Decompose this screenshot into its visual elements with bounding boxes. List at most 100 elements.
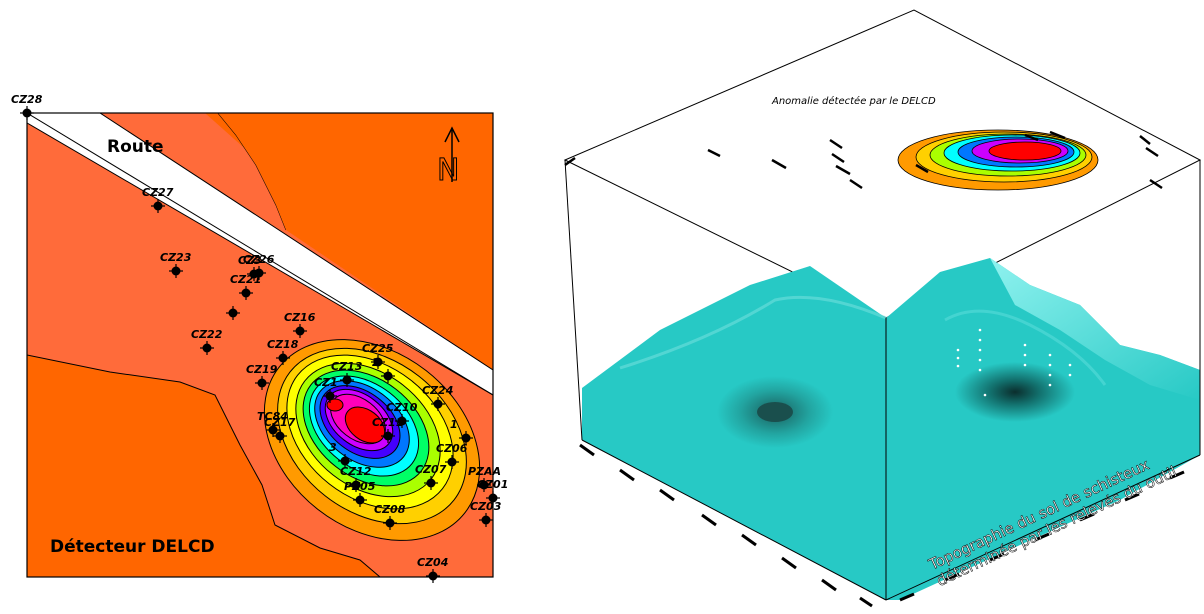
survey-point: CZ23 (160, 251, 192, 278)
survey-point-label: CZ08 (374, 503, 406, 516)
survey-point: CZ3 (238, 254, 262, 281)
survey-point: CZ1 (314, 376, 338, 403)
top-title: Anomalie détectée par le DELCD (771, 95, 936, 107)
survey-point-label: CZ23 (160, 251, 192, 264)
survey-point: CZ19 (246, 363, 278, 390)
survey-point: CZ25 (362, 342, 394, 369)
survey-point-marker (355, 495, 365, 505)
survey-point-label: CZ18 (267, 338, 299, 351)
survey-point-label: CZ25 (362, 342, 394, 355)
survey-point: CZ22 (191, 328, 223, 355)
road-label: Route (107, 137, 164, 157)
survey-point-marker (383, 431, 393, 441)
survey-point: CZ10 (386, 401, 418, 428)
probe-dots (956, 328, 1072, 397)
survey-point-label: CZ10 (386, 401, 418, 414)
terrain-depression-1-core (757, 402, 793, 422)
survey-point-marker (373, 357, 383, 367)
plan-view-svg: Route Détecteur DELCD N CZ28 CZ27 CZ23 CZ26… (11, 93, 508, 583)
survey-point-label: CZ16 (284, 311, 316, 324)
survey-point: CZ01 (477, 478, 508, 505)
survey-point-label: CZ19 (246, 363, 278, 376)
survey-point: 3 (329, 441, 352, 468)
survey-point-marker (479, 480, 489, 490)
survey-point-label: PZAA (468, 465, 501, 478)
zone-dark-southwest (27, 354, 381, 577)
survey-point-marker (257, 378, 267, 388)
survey-point-label: TC84 (257, 410, 288, 423)
survey-point: CZ21 (230, 273, 261, 300)
survey-point-marker (385, 518, 395, 528)
survey-point-marker (241, 288, 251, 298)
survey-point-marker (325, 391, 335, 401)
survey-point-label: CZ03 (470, 500, 502, 513)
survey-point-label: CZ11 (372, 416, 403, 429)
survey-point-marker (383, 371, 393, 381)
north-arrow-icon: N (437, 126, 460, 189)
survey-point-label: CZ07 (415, 463, 447, 476)
survey-point: CZ11 (372, 416, 403, 443)
survey-point: 2 (372, 356, 395, 383)
survey-point: CZ07 (415, 463, 447, 490)
survey-point-marker (481, 515, 491, 525)
survey-point-marker (433, 399, 443, 409)
survey-point-marker (397, 416, 407, 426)
top-anomaly-map (897, 129, 1099, 191)
survey-point-label: CZ21 (230, 273, 261, 286)
survey-point: CZ04 (417, 556, 448, 583)
survey-point-marker (153, 201, 163, 211)
survey-point-label: CZ17 (264, 416, 296, 429)
survey-point-marker (461, 433, 471, 443)
survey-point-marker (202, 343, 212, 353)
survey-point-label: CZ3 (238, 254, 262, 267)
survey-point: CZ12 (340, 465, 372, 492)
survey-point-marker (351, 480, 361, 490)
road-edge-south (27, 113, 493, 396)
survey-point: CZ16 (284, 311, 316, 338)
survey-point: CZ13 (331, 360, 363, 387)
survey-point: TC84 (257, 410, 288, 437)
survey-point-label: CZ26 (243, 253, 275, 266)
survey-point-label: CZ22 (191, 328, 223, 341)
survey-point-marker (295, 326, 305, 336)
survey-point: CZ06 (436, 442, 468, 469)
axis-ticks-right (899, 470, 1185, 602)
survey-point: CZ03 (470, 500, 502, 527)
survey-point-label: 2 (372, 356, 380, 369)
survey-point-marker (447, 457, 457, 467)
terrain-anomaly-pit (955, 362, 1075, 422)
box-bottom-right-edge (885, 454, 1201, 601)
survey-point-label: CZ24 (422, 384, 453, 397)
survey-point-marker (228, 308, 238, 318)
survey-point-label: CZ13 (331, 360, 363, 373)
terrain-ridge-highlight (944, 309, 1107, 386)
survey-point: 1 (450, 418, 473, 445)
terrain-shading (619, 295, 887, 370)
survey-point-label: CZ28 (11, 93, 43, 106)
survey-point-marker (340, 456, 350, 466)
survey-point: PZ05 (344, 480, 376, 507)
plan-view-map: Route Détecteur DELCD N CZ28 CZ27 CZ23 CZ26… (0, 0, 560, 610)
survey-point (226, 306, 240, 320)
survey-point-label: 3 (329, 441, 337, 454)
survey-point-label: 1 (450, 418, 458, 431)
survey-point-marker (171, 266, 181, 276)
survey-point-marker (426, 478, 436, 488)
survey-point-marker (249, 269, 259, 279)
survey-point-marker (428, 571, 438, 581)
survey-point: CZ08 (374, 503, 406, 530)
survey-point-marker (275, 431, 285, 441)
survey-point-label: CZ01 (477, 478, 508, 491)
block-diagram-svg: Anomalie détectée par le DELCD Topograph… (563, 9, 1202, 608)
survey-point-label: CZ27 (142, 186, 174, 199)
box-left-edge (564, 159, 583, 441)
north-letter: N (437, 153, 459, 188)
survey-point-marker (278, 353, 288, 363)
box-bottom-left-edge (581, 439, 887, 601)
survey-point: CZ28 (11, 93, 43, 120)
survey-point-label: CZ04 (417, 556, 448, 569)
box-top-face (563, 9, 1202, 319)
survey-point-marker (342, 375, 352, 385)
terrain-right-face (886, 258, 1200, 600)
